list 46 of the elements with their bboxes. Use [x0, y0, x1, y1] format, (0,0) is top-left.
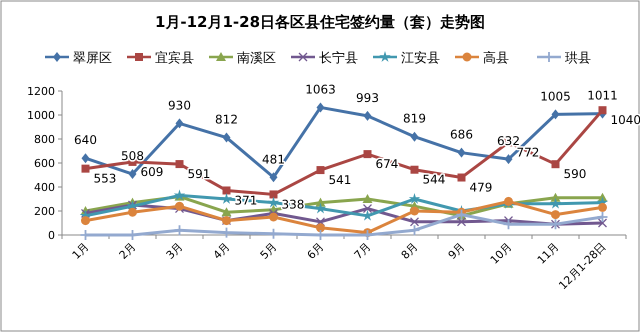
- data-label: 686: [450, 128, 473, 142]
- data-label: 1011: [587, 88, 618, 103]
- data-label: 541: [328, 173, 352, 188]
- data-label: 640: [74, 133, 97, 148]
- x-tick-label: 9月: [446, 240, 468, 262]
- legend-label: 南溪区: [237, 51, 276, 66]
- x-tick-label: 2月: [116, 240, 139, 262]
- data-label: 812: [215, 112, 238, 127]
- y-tick-label: 1200: [27, 85, 55, 98]
- legend-label: 宜宾县: [155, 50, 194, 66]
- data-label: 479: [470, 180, 492, 195]
- legend-label: 高县: [483, 50, 509, 66]
- legend-label: 翠屏区: [73, 51, 112, 66]
- x-tick-label: 3月: [164, 240, 186, 262]
- legend-label: 长宁县: [319, 50, 358, 66]
- data-label: 609: [140, 164, 164, 179]
- data-label: 1063: [305, 82, 336, 96]
- data-label: 371: [234, 193, 258, 208]
- x-tick-label: 7月: [352, 240, 374, 262]
- y-tick-label: 200: [34, 205, 55, 218]
- data-label: 1005: [540, 89, 571, 104]
- x-tick-label: 11月: [534, 240, 562, 267]
- y-tick-label: 400: [34, 181, 55, 194]
- data-label: 993: [356, 90, 379, 105]
- y-tick-label: 1000: [27, 109, 55, 122]
- data-label: 508: [121, 149, 144, 164]
- x-tick-label: 4月: [210, 240, 233, 262]
- y-tick-label: 0: [48, 229, 55, 242]
- x-tick-label: 10月: [488, 240, 515, 267]
- data-label: 544: [422, 172, 446, 187]
- data-label: 819: [403, 112, 426, 126]
- data-label: 590: [564, 167, 586, 182]
- x-tick-label: 8月: [398, 240, 421, 262]
- data-label: 930: [168, 98, 191, 112]
- legend-label: 珙县: [565, 51, 591, 66]
- x-tick-label: 6月: [304, 240, 327, 262]
- x-tick-label: 5月: [258, 240, 280, 262]
- data-label: 1040: [610, 113, 640, 128]
- legend-label: 江安县: [401, 50, 440, 66]
- data-label: 481: [262, 152, 285, 166]
- data-label: 553: [94, 172, 116, 186]
- data-label: 674: [376, 157, 398, 172]
- y-tick-label: 600: [34, 157, 55, 170]
- chart-title: 1月-12月1-28日各区县住宅签约量（套）走势图: [154, 13, 486, 31]
- y-tick-label: 800: [34, 133, 55, 146]
- x-tick-label: 1月: [70, 240, 92, 262]
